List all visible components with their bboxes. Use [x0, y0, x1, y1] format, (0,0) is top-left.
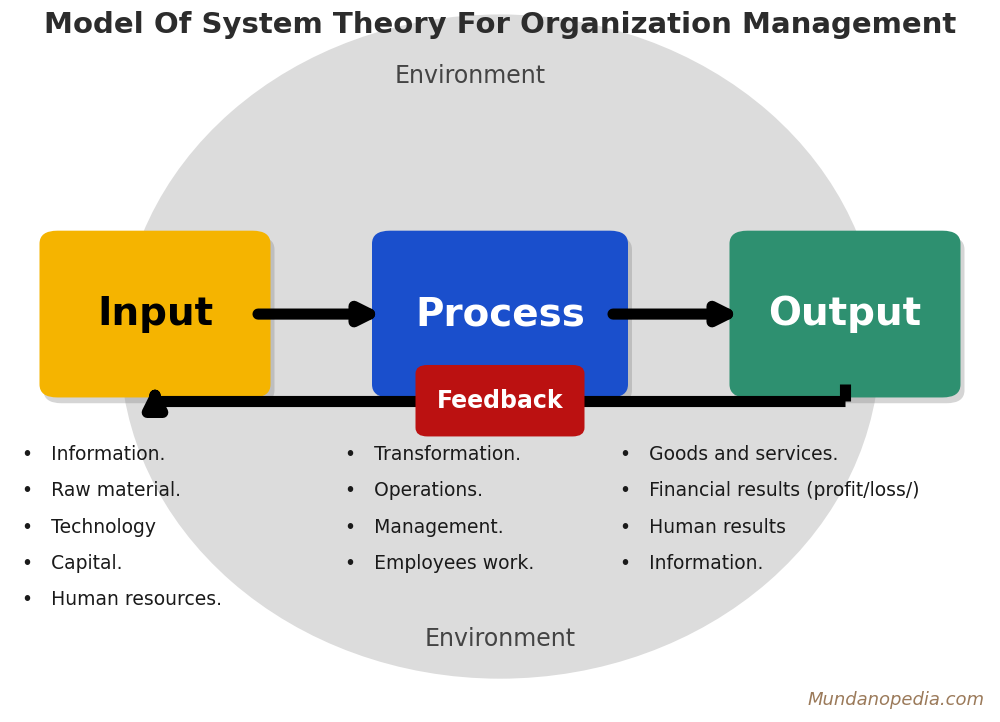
FancyBboxPatch shape — [733, 237, 964, 404]
Text: •   Technology: • Technology — [22, 518, 156, 536]
Text: •   Capital.: • Capital. — [22, 554, 122, 573]
Text: Input: Input — [97, 295, 213, 333]
Text: Feedback: Feedback — [437, 388, 563, 413]
Text: •   Information.: • Information. — [620, 554, 763, 573]
Text: •   Employees work.: • Employees work. — [345, 554, 534, 573]
FancyBboxPatch shape — [372, 231, 628, 398]
FancyBboxPatch shape — [376, 237, 632, 404]
Text: •   Information.: • Information. — [22, 445, 165, 464]
Text: Environment: Environment — [394, 64, 546, 88]
Text: •   Financial results (profit/loss/): • Financial results (profit/loss/) — [620, 482, 920, 500]
FancyBboxPatch shape — [416, 365, 584, 436]
Text: Output: Output — [768, 295, 922, 333]
Text: •   Human resources.: • Human resources. — [22, 590, 222, 609]
Text: •   Management.: • Management. — [345, 518, 504, 536]
Text: •   Human results: • Human results — [620, 518, 786, 536]
Text: Model Of System Theory For Organization Management: Model Of System Theory For Organization … — [44, 12, 956, 39]
Text: •   Transformation.: • Transformation. — [345, 445, 521, 464]
Text: •   Goods and services.: • Goods and services. — [620, 445, 838, 464]
Text: Mundanopedia.com: Mundanopedia.com — [808, 691, 985, 709]
Text: Environment: Environment — [424, 627, 576, 651]
Text: Process: Process — [415, 295, 585, 333]
FancyBboxPatch shape — [39, 231, 270, 398]
FancyBboxPatch shape — [729, 231, 960, 398]
Text: •   Raw material.: • Raw material. — [22, 482, 181, 500]
Ellipse shape — [120, 14, 880, 679]
Text: •   Operations.: • Operations. — [345, 482, 483, 500]
FancyBboxPatch shape — [44, 237, 274, 404]
